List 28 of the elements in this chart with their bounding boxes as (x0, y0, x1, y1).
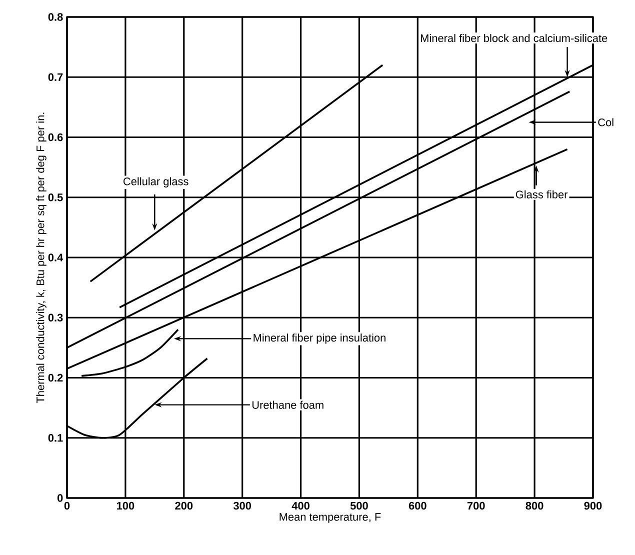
x-tick-label: 200 (175, 502, 193, 510)
y-tick-label: 0.2 (48, 374, 63, 382)
x-tick-label: 700 (467, 502, 485, 510)
y-tick-label: 0.3 (48, 314, 63, 322)
x-tick-label: 600 (408, 502, 426, 510)
y-tick-label: 0.5 (48, 194, 63, 202)
line-series (80, 328, 179, 377)
y-tick-label: 0.4 (48, 254, 64, 262)
text: Urethane foam (252, 400, 324, 409)
x-tick-label: 0 (64, 502, 70, 510)
y-tick-label: 0.6 (48, 133, 63, 142)
x-tick-label: 100 (116, 502, 134, 510)
y-axis-title: Thermal conductivity, k, Btu per hr per sq ft per deg F per in. (36, 112, 46, 404)
x-tick-label: 800 (526, 502, 544, 510)
x-tick-label: 300 (233, 502, 252, 510)
y-tick-label: 0.7 (48, 73, 63, 82)
x-tick-label: 500 (350, 502, 368, 510)
series-label: Cellular glass (124, 177, 188, 188)
text: Mineral fiber pipe insulation (254, 334, 386, 344)
x-axis-title: Mean temperature, F (280, 513, 381, 523)
x-tick-label: 900 (584, 502, 602, 510)
text: Col (598, 118, 614, 126)
x-tick-label: 400 (292, 502, 310, 510)
text: Mineral fiber block and calcium-silicate (420, 34, 608, 42)
legend-label: Glass fiber (516, 190, 568, 198)
y-tick-label: 0.1 (48, 434, 63, 442)
y-tick-label: 0.8 (48, 13, 63, 21)
y-tick-label: 0 (57, 494, 63, 502)
